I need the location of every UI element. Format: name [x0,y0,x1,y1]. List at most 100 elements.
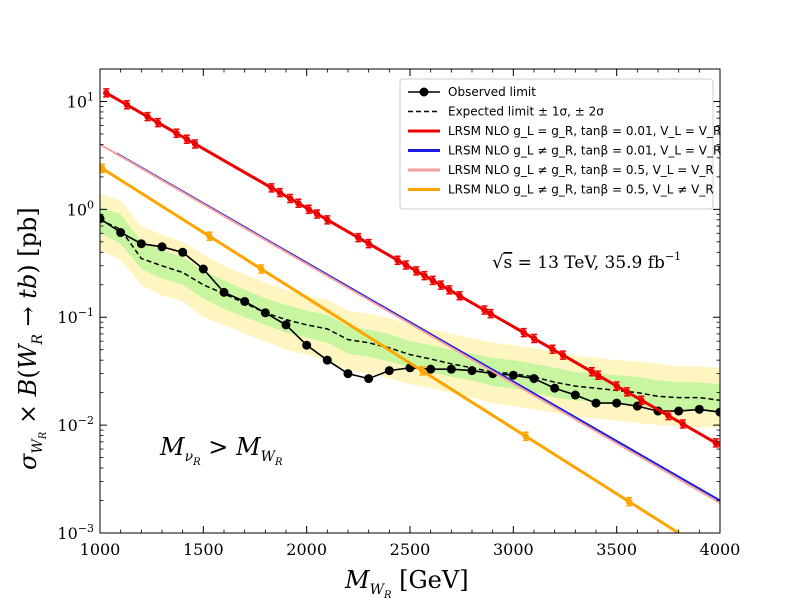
series-5-point-4 [522,433,529,440]
x-tick-label-6: 4000 [700,540,741,559]
y-tick-label-4: 101 [67,90,94,111]
x-tick-label-3: 2500 [390,540,431,559]
legend-label-1: Expected limit ± 1σ, ± 2σ [448,105,604,119]
series-5-point-3 [419,367,426,375]
series-2-point-22 [446,286,453,294]
annotations: √s = 13 TeV, 35.9 fb−1 MνR > MWR [159,250,681,468]
series-2-point-18 [413,267,420,275]
series-0-point-10 [302,340,312,350]
x-tick-label-4: 3000 [493,540,534,559]
x-tick-label-2: 2000 [286,540,327,559]
series-2-point-19 [421,272,428,279]
series-2-point-17 [402,261,410,269]
series-0-point-23 [570,390,580,400]
series-0-point-16 [426,364,436,374]
series-0-point-21 [529,374,539,384]
series-5-line [101,167,680,533]
series-0-point-12 [343,369,353,379]
series-2-point-37 [712,439,720,447]
series-2-point-8 [276,189,283,196]
series-2-point-26 [520,329,527,336]
series-2-point-27 [530,335,538,342]
series-0-point-29 [694,404,704,414]
series-0-point-22 [550,383,560,393]
series-2-point-21 [437,281,445,289]
series-2-point-16 [394,257,401,264]
series-2-point-25 [487,310,494,317]
y-axis-title: σWR × B(WR → tb) [pb] [14,207,49,470]
series-0-point-30 [715,407,720,417]
series-5 [100,163,680,533]
series-2-point-10 [295,200,302,207]
series-2-point-15 [365,240,372,247]
plot-area [100,88,720,533]
x-tick-label-1: 1500 [183,540,224,559]
x-axis-title: MWR [GeV] [344,566,469,600]
series-0 [100,214,720,417]
series-2-point-11 [305,206,312,213]
legend: Observed limit Expected limit ± 1σ, ± 2σ L… [399,78,721,210]
series-2-point-29 [559,351,567,359]
y-tick-label-2: 10−1 [57,306,94,327]
series-5-point-2 [258,265,265,273]
series-0-point-5 [198,264,208,274]
series-0-point-13 [364,374,374,384]
series-2-point-31 [594,372,602,379]
legend-box [399,78,714,210]
y-tick-label-1: 10−2 [57,414,94,435]
series-2-point-30 [588,368,596,375]
series-2-point-34 [638,397,645,404]
legend-label-3: LRSM NLO g_L ≠ g_R, tanβ = 0.01, V_L = V… [448,144,721,158]
series-5-point-5 [625,498,633,505]
x-tick-label-5: 3500 [596,540,637,559]
series-0-point-28 [674,406,684,416]
series-2-point-7 [268,184,275,192]
axis-ticks: 1000 1500 2000 2500 3000 3500 4000 10−3 10−2 10−1… [57,68,741,559]
series-2-point-35 [665,412,672,419]
series-2-point-3 [154,119,162,126]
series-0-point-17 [446,364,456,374]
series-0-point-9 [281,320,291,330]
series-2-point-14 [355,234,362,241]
series-2-point-5 [183,136,190,143]
legend-marker-0 [419,87,429,97]
series-2-point-0 [103,89,110,97]
series-2-point-36 [679,420,686,428]
energy-lumi-annotation: √s = 13 TeV, 35.9 fb−1 [492,250,681,273]
series-0-point-20 [508,370,518,380]
axis-titles: MWR [GeV] σWR × B(WR → tb) [pb] [14,207,469,600]
band-2sigma [100,193,720,428]
series-2-point-12 [313,210,321,218]
series-0-point-1 [116,228,126,238]
series-5-point-0 [100,165,106,172]
y-tick-label-3: 100 [67,198,94,219]
series-2-point-2 [144,113,151,120]
series-0-point-24 [591,398,601,408]
legend-label-4: LRSM NLO g_L ≠ g_R, tanβ = 0.5, V_L = V_… [448,163,714,177]
series-0-point-7 [240,296,250,306]
series-2 [103,88,720,448]
series-0-point-2 [136,239,146,249]
y-tick-label-0: 10−3 [57,522,94,543]
series-0-point-6 [219,287,229,297]
series-0-point-25 [612,398,622,408]
series-0-point-3 [157,242,167,252]
series-2-point-13 [324,216,331,224]
series-2-point-20 [429,277,436,284]
series-2-point-32 [613,382,620,390]
series-2-point-1 [123,101,131,108]
series-4-line [100,143,720,504]
x-tick-label-0: 1000 [80,540,121,559]
legend-label-2: LRSM NLO g_L = g_R, tanβ = 0.01, V_L = V… [448,124,721,138]
band-1sigma [100,207,720,413]
series-2-point-24 [481,306,488,314]
series-5-point-1 [206,233,213,240]
legend-label-0: Observed limit [448,85,536,99]
series-2-point-4 [173,130,180,137]
series-2-point-33 [623,388,631,396]
series-2-point-23 [456,292,463,300]
series-2-point-9 [286,195,294,202]
series-0-point-14 [384,366,394,376]
legend-label-5: LRSM NLO g_L ≠ g_R, tanβ = 0.5, V_L ≠ V_… [448,183,714,197]
